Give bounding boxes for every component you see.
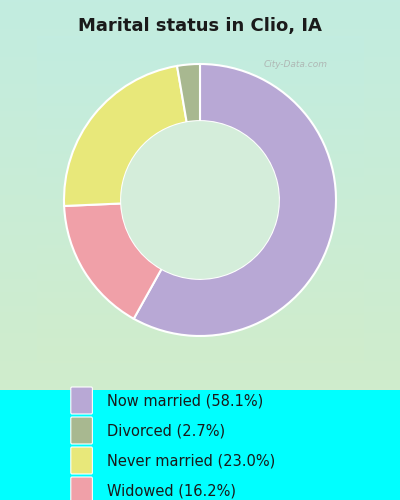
Text: Marital status in Clio, IA: Marital status in Clio, IA [78,18,322,36]
Text: Divorced (2.7%): Divorced (2.7%) [107,423,225,438]
Wedge shape [64,66,187,206]
Text: Never married (23.0%): Never married (23.0%) [107,453,276,468]
Circle shape [121,121,279,279]
Text: Widowed (16.2%): Widowed (16.2%) [107,483,236,498]
Wedge shape [64,204,162,319]
Wedge shape [177,64,200,122]
Text: City-Data.com: City-Data.com [264,60,328,69]
Wedge shape [134,64,336,336]
Text: Now married (58.1%): Now married (58.1%) [107,393,264,408]
